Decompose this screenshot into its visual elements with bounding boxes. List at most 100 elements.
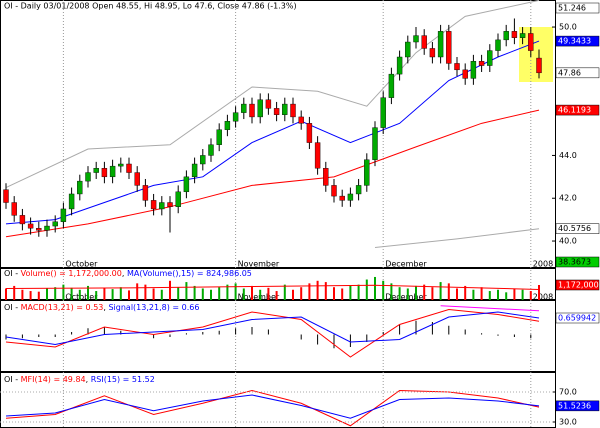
candle-body <box>232 112 239 122</box>
candle-body <box>421 35 427 49</box>
volume-bar <box>497 289 499 300</box>
candle-body <box>241 103 247 113</box>
volume-bar <box>201 288 204 300</box>
volume-bar <box>54 287 57 300</box>
volume-bar <box>119 287 122 300</box>
candle-body <box>134 172 140 186</box>
volume-bar <box>185 282 188 300</box>
volume-bar <box>316 280 319 300</box>
candle-body <box>503 31 509 41</box>
candle-body <box>347 193 354 201</box>
volume-bar <box>398 287 401 300</box>
candle-body <box>487 50 493 66</box>
volume-bar <box>177 287 180 300</box>
panel-header: OI - MFI(14) = 49.84, RSI(15) = 51.52 <box>4 375 155 384</box>
y-tick-label: 50.0 <box>559 23 577 32</box>
candle-body <box>519 33 526 38</box>
volume-bar <box>341 288 344 300</box>
volume-bar <box>529 291 532 300</box>
x-tick-label: October <box>65 260 98 269</box>
volume-bar <box>365 279 368 300</box>
volume-bar <box>423 284 426 300</box>
volume-bar <box>21 289 24 300</box>
value-tag-box <box>555 35 600 47</box>
value-tag: 46.1193 <box>558 106 591 115</box>
value-tag-box <box>555 104 600 116</box>
volume-bar <box>70 287 73 300</box>
value-tag: 40.5756 <box>558 224 591 233</box>
y-tick-label: 70.0 <box>559 388 577 397</box>
volume-bar <box>324 282 327 300</box>
candle-body <box>142 185 149 201</box>
candle-body <box>454 63 460 71</box>
candle-body <box>126 163 132 173</box>
volume-bar <box>374 276 376 300</box>
candle-body <box>183 176 190 193</box>
volume-bar <box>267 287 270 300</box>
candle-body <box>290 103 296 118</box>
x-tick-label: November <box>238 293 280 302</box>
volume-bar <box>415 285 417 300</box>
candle-body <box>380 97 386 128</box>
candle-body <box>159 202 165 210</box>
candle-body <box>273 108 280 115</box>
candle-body <box>109 165 116 178</box>
volume-bar <box>193 285 196 300</box>
chart-title: OI - Daily 03/01/2008 Open 48.55, Hi 48.… <box>4 2 297 11</box>
value-tag: 51.246 <box>558 4 586 13</box>
volume-frame <box>0 268 556 300</box>
volume-bar <box>234 283 237 300</box>
x-tick-label: December <box>385 260 427 269</box>
volume-bar <box>283 284 286 300</box>
price-frame <box>0 0 556 268</box>
candle-body <box>3 189 9 203</box>
candle-body <box>36 227 42 231</box>
y-tick-label: 30.0 <box>559 418 577 427</box>
volume-bar <box>538 284 540 300</box>
value-tag-box <box>555 279 600 291</box>
volume-bar <box>62 284 65 300</box>
candle-body <box>68 193 75 210</box>
volume-bar <box>5 288 7 300</box>
indicator-line <box>5 389 540 427</box>
candle-body <box>364 159 370 186</box>
indicator-line <box>374 228 540 248</box>
candle-body <box>27 223 34 229</box>
volume-bar <box>103 288 106 300</box>
candle-body <box>191 163 198 178</box>
volume-bar <box>46 288 48 300</box>
volume-bar <box>300 287 303 300</box>
macd-frame <box>0 300 556 372</box>
value-tag-box <box>555 312 600 324</box>
header-part: Volume() = 1,172,000.00 <box>21 269 122 278</box>
indicator-line <box>5 308 540 358</box>
volume-bar <box>480 287 483 300</box>
volume-bar <box>78 289 81 300</box>
volume-bar <box>226 284 229 300</box>
value-tag-box <box>555 67 600 79</box>
volume-bar <box>382 280 385 300</box>
candle-body <box>257 99 263 118</box>
candle-body <box>298 116 304 124</box>
volume-bar <box>95 291 98 300</box>
header-part: OI - <box>4 269 21 278</box>
x-tick-label: 2008 <box>533 293 553 302</box>
volume-bar <box>13 285 16 300</box>
candle-body <box>77 180 83 195</box>
volume-bar <box>521 289 524 300</box>
volume-bar <box>251 285 253 300</box>
candle-body <box>200 155 206 165</box>
volume-bar <box>406 288 409 300</box>
value-tag: 51.5236 <box>558 401 591 410</box>
candle-body <box>446 31 452 64</box>
candle-body <box>429 48 436 58</box>
candle-body <box>355 185 362 195</box>
volume-bar <box>111 289 114 300</box>
volume-ma-line <box>5 284 540 290</box>
volume-bar <box>210 289 212 300</box>
volume-bar <box>505 292 508 300</box>
volume-bar <box>439 282 442 300</box>
value-tag: 1,172,000 <box>558 280 599 289</box>
candle-body <box>208 144 214 156</box>
